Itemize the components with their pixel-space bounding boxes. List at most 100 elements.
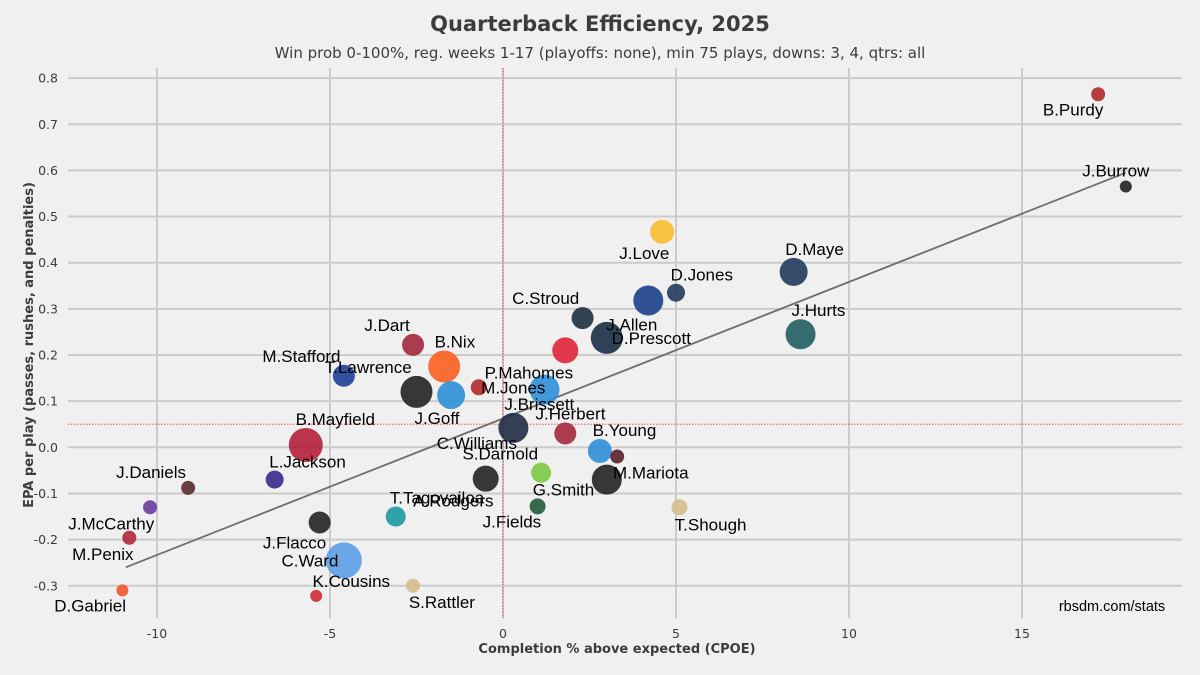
x-tick-label: 5	[672, 626, 680, 641]
point-label: J.Fields	[483, 512, 542, 531]
x-tick-label: -10	[147, 626, 167, 641]
y-axis-label: EPA per play (passes, rushes, and penalt…	[22, 182, 37, 508]
y-tick-label: 0.5	[38, 209, 58, 224]
y-tick-label: 0.2	[38, 348, 58, 363]
point-label: M.Stafford	[262, 347, 340, 366]
point-label: B.Young	[593, 421, 657, 440]
y-tick-label: 0.6	[38, 163, 58, 178]
point-label: J.Daniels	[116, 463, 186, 482]
trend-line-group	[125, 171, 1127, 569]
point-label: J.Herbert	[536, 405, 606, 424]
data-point	[610, 449, 625, 464]
point-label: A.Rodgers	[413, 492, 493, 511]
point-label: J.McCarthy	[68, 514, 154, 533]
data-point	[590, 321, 623, 354]
point-label: J.Brissett	[504, 395, 574, 414]
y-tick-label: 0.1	[38, 394, 58, 409]
point-label: S.Rattler	[409, 593, 475, 612]
point-label: M.Mariota	[613, 464, 689, 483]
y-tick-label: 0.3	[38, 301, 58, 316]
data-point	[531, 462, 552, 483]
data-point	[181, 480, 196, 495]
point-label: K.Cousins	[313, 572, 390, 591]
point-label: J.Hurts	[792, 301, 846, 320]
data-point	[332, 364, 355, 387]
point-label: L.Jackson	[269, 453, 346, 472]
point-label: B.Mayfield	[296, 410, 375, 429]
point-label: J.Allen	[606, 316, 657, 335]
data-point	[402, 333, 425, 356]
point-label: S.Darnold	[462, 445, 538, 464]
data-point	[308, 511, 331, 534]
data-point	[571, 307, 594, 330]
x-tick-label: 0	[499, 626, 507, 641]
y-tick-label: -0.3	[34, 578, 58, 593]
data-point	[143, 500, 158, 515]
trend-line	[125, 171, 1127, 569]
point-label: P.Mahomes	[485, 363, 574, 382]
data-point	[671, 499, 688, 516]
chart-title: Quarterback Efficiency, 2025	[430, 12, 770, 36]
point-label: G.Smith	[533, 480, 594, 499]
point-label: B.Purdy	[1043, 100, 1104, 119]
data-point	[1119, 180, 1132, 193]
point-label: J.Burrow	[1082, 162, 1150, 181]
data-point	[472, 465, 499, 492]
data-point	[406, 578, 421, 593]
point-label: J.Love	[619, 244, 669, 263]
chart-subtitle: Win prob 0-100%, reg. weeks 1-17 (playof…	[274, 44, 926, 62]
data-point	[437, 381, 466, 410]
point-label: D.Gabriel	[54, 596, 126, 615]
data-point	[400, 375, 433, 408]
data-point	[779, 257, 808, 286]
data-point	[385, 506, 406, 527]
data-point	[265, 470, 284, 489]
data-point	[785, 319, 816, 350]
point-label: C.Williams	[437, 434, 517, 453]
data-point	[587, 438, 612, 463]
y-tick-label: 0.0	[38, 440, 58, 455]
point-label: C.Ward	[281, 551, 338, 570]
y-tick-label: 0.8	[38, 71, 58, 86]
data-point	[554, 422, 577, 445]
point-label: J.Dart	[364, 316, 410, 335]
data-point	[325, 542, 362, 579]
y-tick-label: -0.2	[34, 532, 58, 547]
point-label: B.Nix	[435, 333, 476, 352]
reference-lines	[68, 68, 1182, 618]
x-tick-label: -5	[324, 626, 336, 641]
data-point	[591, 464, 622, 495]
data-point	[633, 285, 664, 316]
point-label: T.Tagovailoa	[390, 489, 485, 508]
data-point	[310, 589, 323, 602]
data-point	[667, 283, 685, 302]
point-label: D.Prescott	[612, 329, 692, 348]
data-points	[116, 87, 1132, 602]
data-point	[529, 498, 546, 515]
data-point	[428, 350, 461, 383]
point-label: J.Goff	[414, 409, 459, 428]
point-label: J.Flacco	[263, 534, 326, 553]
point-label: T.Lawrence	[325, 358, 412, 377]
y-tick-label: 0.7	[38, 117, 58, 132]
grid	[68, 68, 1182, 618]
data-point	[650, 219, 675, 244]
tick-labels: -10 -5 0 5 10 15 -0.3 -0.2 -0.1 0.0 0.1 0.2 0.3 0.4 0.…	[34, 71, 1030, 641]
y-tick-label: -0.1	[34, 486, 58, 501]
point-label: D.Maye	[785, 240, 844, 259]
point-label: M.Penix	[72, 545, 134, 564]
data-point	[116, 584, 129, 597]
data-point	[122, 530, 137, 545]
data-point	[288, 427, 323, 462]
x-tick-label: 15	[1014, 626, 1030, 641]
data-point	[1091, 87, 1106, 102]
x-axis-label: Completion % above expected (CPOE)	[478, 642, 755, 657]
point-label: M.Jones	[481, 378, 545, 397]
point-label: C.Stroud	[512, 289, 579, 308]
data-point	[529, 374, 560, 405]
data-point	[470, 379, 487, 396]
y-tick-label: 0.4	[38, 255, 58, 270]
point-label: T.Shough	[675, 515, 747, 534]
point-label: D.Jones	[671, 266, 733, 285]
